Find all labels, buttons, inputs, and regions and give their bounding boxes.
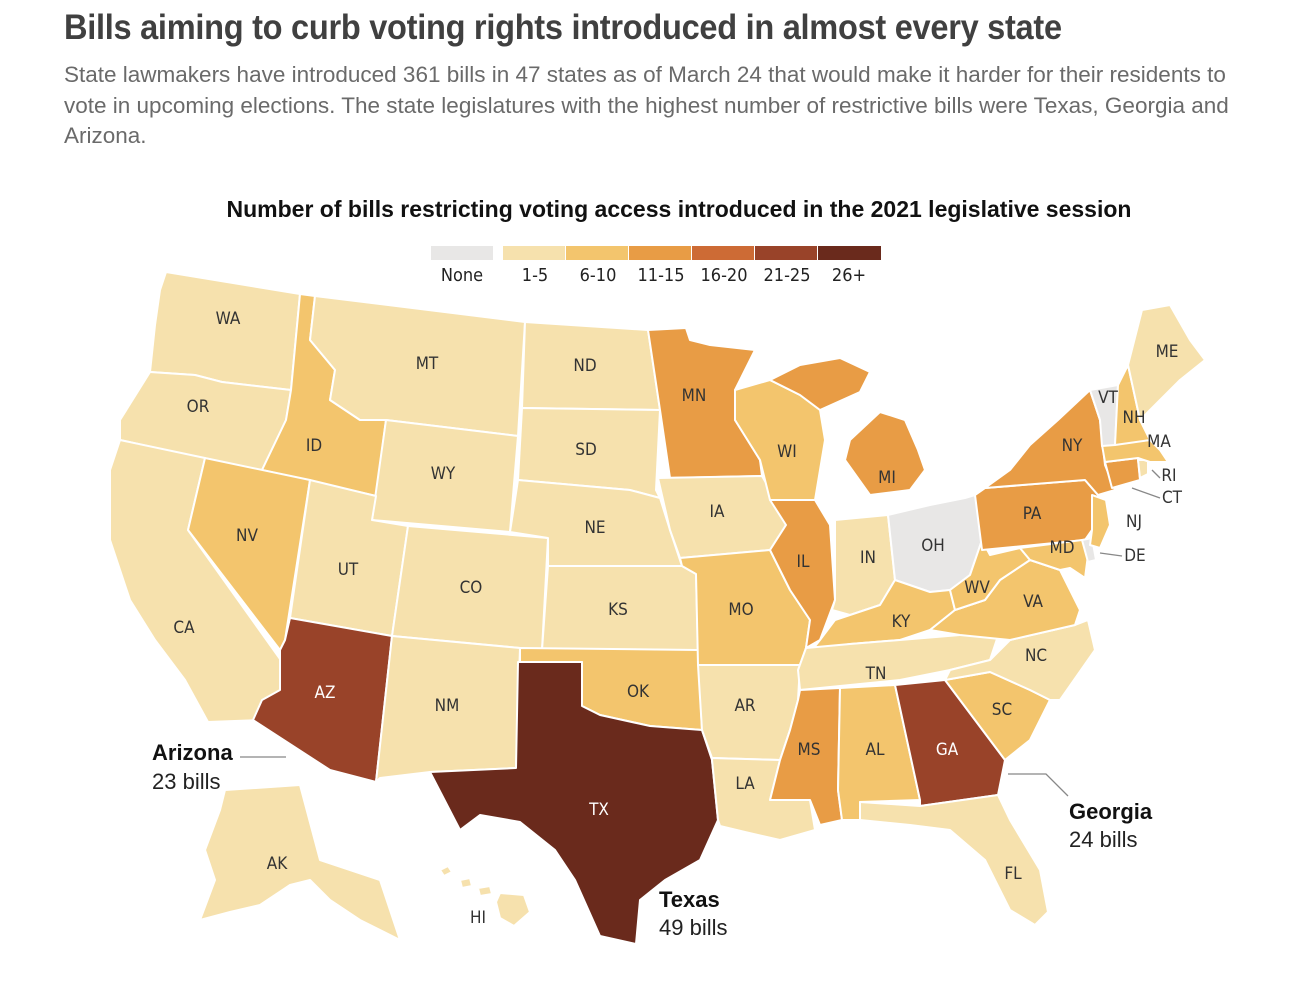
label-MD: MD — [1050, 538, 1075, 558]
callout-texas: Texas 49 bills — [659, 887, 727, 940]
label-MA: MA — [1147, 432, 1171, 452]
callout-georgia-name: Georgia — [1069, 799, 1153, 824]
label-CT: CT — [1162, 488, 1183, 508]
label-FL: FL — [1004, 864, 1022, 884]
label-DE: DE — [1124, 546, 1145, 566]
label-WY: WY — [431, 464, 456, 484]
label-NM: NM — [435, 696, 460, 716]
label-RI: RI — [1161, 466, 1176, 486]
label-TN: TN — [865, 664, 887, 684]
legend-swatch-1-5 — [503, 246, 565, 260]
label-NY: NY — [1062, 436, 1083, 456]
label-HI: HI — [470, 908, 486, 928]
state-WA[interactable] — [149, 271, 301, 391]
state-MT[interactable] — [309, 295, 526, 437]
label-AL: AL — [866, 740, 885, 760]
callout-arizona-count: 23 bills — [152, 769, 220, 794]
label-KY: KY — [892, 612, 911, 632]
state-AK[interactable] — [199, 784, 401, 941]
label-KS: KS — [608, 600, 628, 620]
label-WI: WI — [777, 442, 797, 462]
label-IL: IL — [796, 552, 810, 572]
label-SC: SC — [992, 700, 1012, 720]
state-ME[interactable] — [1127, 304, 1206, 421]
label-ME: ME — [1156, 342, 1179, 362]
label-GA: GA — [936, 740, 959, 760]
label-NH: NH — [1123, 408, 1146, 428]
small-state-leaders — [1099, 469, 1161, 557]
label-UT: UT — [338, 560, 359, 580]
label-VT: VT — [1098, 388, 1118, 408]
label-MS: MS — [798, 740, 821, 760]
state-VT[interactable] — [1089, 384, 1119, 447]
legend-swatch-21-25 — [755, 246, 817, 260]
label-LA: LA — [735, 774, 755, 794]
state-MI[interactable] — [769, 357, 926, 496]
label-AK: AK — [267, 854, 288, 874]
label-ID: ID — [306, 436, 322, 456]
label-PA: PA — [1023, 504, 1042, 524]
callout-arizona: Arizona 23 bills — [152, 740, 286, 794]
label-VA: VA — [1023, 592, 1043, 612]
headline: Bills aiming to curb voting rights intro… — [64, 8, 1062, 47]
states — [109, 271, 1206, 945]
label-OR: OR — [187, 397, 210, 417]
label-MT: MT — [416, 354, 439, 374]
state-RI[interactable] — [1137, 459, 1149, 479]
legend-label-1-5: 1-5 — [522, 265, 548, 286]
callout-texas-count: 49 bills — [659, 915, 727, 940]
label-CA: CA — [173, 618, 195, 638]
label-NC: NC — [1025, 646, 1047, 666]
state-labels: WA OR CA ID NV MT WY UT AZ CO NM ND SD N… — [173, 309, 1182, 928]
label-OH: OH — [921, 536, 945, 556]
label-MN: MN — [682, 386, 707, 406]
callout-arizona-name: Arizona — [152, 740, 233, 765]
legend-swatch-none — [431, 246, 493, 260]
label-AR: AR — [734, 696, 755, 716]
label-WV: WV — [964, 578, 990, 598]
label-TX: TX — [588, 800, 609, 820]
callout-texas-name: Texas — [659, 887, 720, 912]
label-WA: WA — [216, 309, 241, 329]
legend-label-21-25: 21-25 — [763, 265, 810, 286]
label-MO: MO — [728, 600, 753, 620]
label-AZ: AZ — [315, 683, 336, 703]
legend-label-16-20: 16-20 — [700, 265, 747, 286]
legend-swatch-26-plus — [818, 246, 881, 260]
legend-swatch-16-20 — [692, 246, 754, 260]
state-NJ[interactable] — [1089, 494, 1111, 549]
label-NV: NV — [236, 526, 258, 546]
label-MI: MI — [878, 468, 896, 488]
state-HI[interactable] — [439, 865, 531, 927]
label-SD: SD — [575, 440, 597, 460]
legend-swatch-6-10 — [566, 246, 628, 260]
legend-swatch-11-15 — [629, 246, 691, 260]
legend-label-6-10: 6-10 — [580, 265, 617, 286]
label-NJ: NJ — [1126, 512, 1142, 532]
callout-georgia: Georgia 24 bills — [1008, 773, 1153, 852]
label-OK: OK — [627, 682, 650, 702]
legend: None 1-5 6-10 11-15 16-20 21-25 26+ — [431, 246, 881, 286]
label-CO: CO — [460, 578, 483, 598]
label-IN: IN — [860, 548, 876, 568]
dek: State lawmakers have introduced 361 bill… — [64, 62, 1229, 148]
label-ND: ND — [573, 356, 596, 376]
label-IA: IA — [710, 502, 726, 522]
state-CT[interactable] — [1104, 457, 1141, 489]
map-title: Number of bills restricting voting acces… — [226, 196, 1132, 222]
legend-label-26-plus: 26+ — [832, 265, 866, 286]
state-TX[interactable] — [429, 661, 719, 945]
legend-label-11-15: 11-15 — [637, 265, 684, 286]
state-NH[interactable] — [1114, 364, 1151, 446]
state-FL[interactable] — [859, 794, 1049, 926]
label-NE: NE — [584, 518, 605, 538]
legend-label-none: None — [441, 265, 483, 286]
callout-georgia-count: 24 bills — [1069, 827, 1137, 852]
